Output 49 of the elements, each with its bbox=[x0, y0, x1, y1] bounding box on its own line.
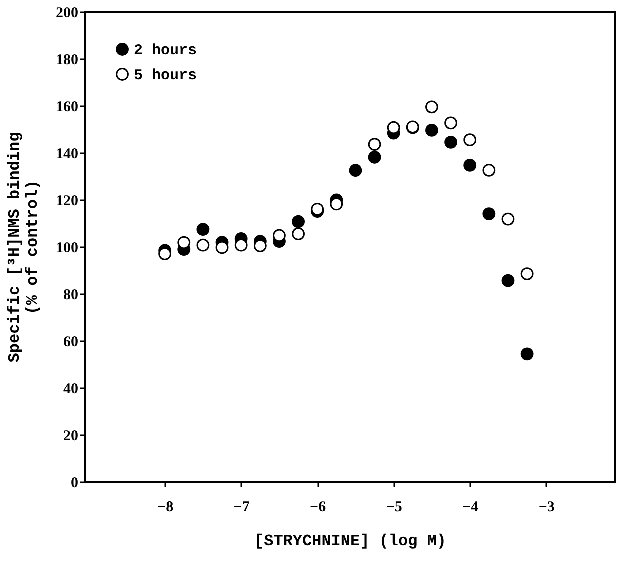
point bbox=[482, 164, 496, 177]
point bbox=[387, 121, 400, 134]
point bbox=[426, 100, 438, 114]
point bbox=[330, 198, 344, 211]
point bbox=[464, 159, 477, 172]
point bbox=[216, 241, 229, 254]
x-tick-label: −8 bbox=[158, 500, 174, 516]
point bbox=[482, 208, 496, 221]
point bbox=[234, 238, 248, 252]
y-tick-label: 200 bbox=[56, 6, 78, 22]
point bbox=[196, 223, 210, 236]
point bbox=[464, 134, 477, 147]
point bbox=[196, 238, 210, 252]
point bbox=[349, 164, 362, 178]
point bbox=[292, 228, 305, 241]
point bbox=[178, 236, 191, 250]
point bbox=[292, 215, 305, 228]
point bbox=[311, 202, 324, 216]
x-tick-label: −7 bbox=[234, 500, 250, 516]
point bbox=[426, 124, 438, 137]
legend-label: 2 hours bbox=[134, 42, 198, 60]
point bbox=[254, 240, 267, 252]
point bbox=[520, 348, 534, 361]
point bbox=[502, 274, 515, 288]
point bbox=[502, 212, 515, 226]
x-axis-title: [STRYCHNINE] (log M) bbox=[254, 532, 447, 550]
y-tick-label: 20 bbox=[64, 428, 78, 444]
point bbox=[520, 268, 534, 280]
point bbox=[158, 248, 172, 260]
point bbox=[444, 136, 458, 149]
point bbox=[368, 151, 382, 164]
point bbox=[444, 116, 458, 130]
y-tick-label: 180 bbox=[56, 52, 78, 68]
point bbox=[273, 229, 286, 242]
point bbox=[368, 138, 382, 151]
y-tick-label: 120 bbox=[56, 194, 78, 210]
y-tick-label: 80 bbox=[64, 288, 78, 304]
y-tick-label: 160 bbox=[56, 100, 78, 116]
y-tick-label: 100 bbox=[56, 240, 78, 256]
y-axis-title: Specific [³H]NMS binding (% of control) bbox=[6, 132, 42, 363]
legend-label: 5 hours bbox=[134, 68, 198, 84]
x-tick-label: −6 bbox=[310, 500, 327, 516]
y-tick-label: 40 bbox=[64, 382, 78, 398]
y-tick-label: 60 bbox=[64, 334, 78, 350]
x-tick-label: −4 bbox=[462, 500, 480, 516]
x-tick-label: −5 bbox=[386, 500, 402, 516]
x-tick-label: −3 bbox=[538, 500, 555, 516]
y-tick-label: 0 bbox=[71, 476, 78, 492]
y-tick-label: 140 bbox=[56, 146, 78, 162]
